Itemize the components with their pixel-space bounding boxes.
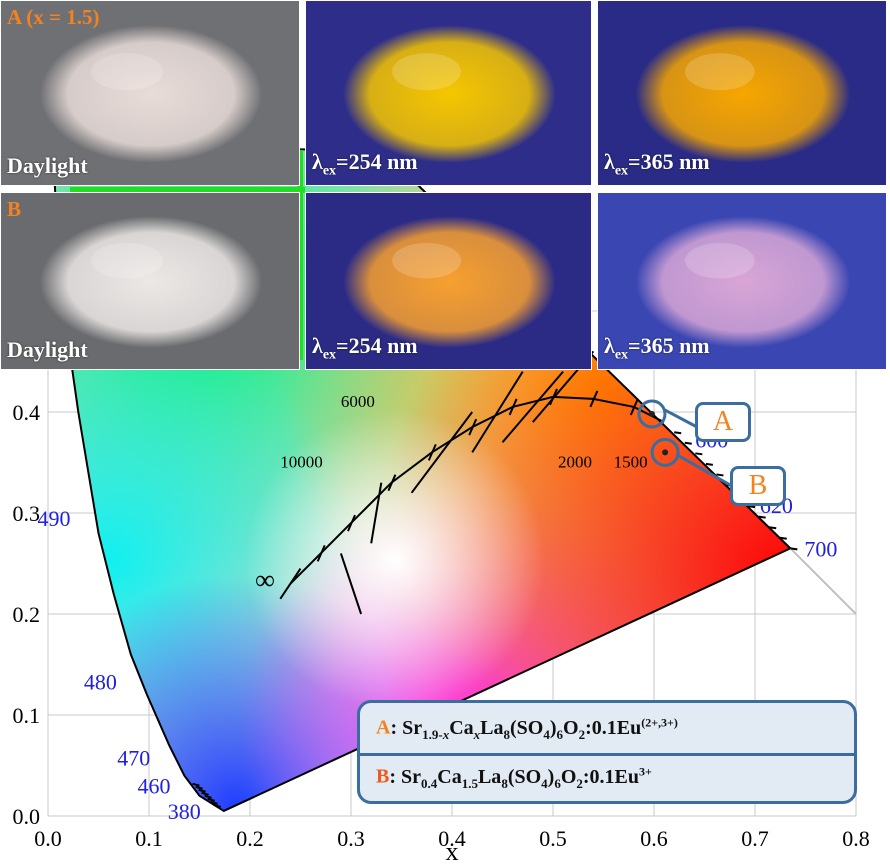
planckian-tick [468, 418, 478, 436]
photo-condition-label: λex=254 nm [312, 148, 418, 178]
locus-tick [790, 547, 798, 551]
legend-box: A: Sr1.9-xCaxLa8(SO4)6O2:0.1Eu(2+,3+) B:… [357, 700, 857, 804]
planckian-tick [629, 398, 639, 416]
photo-condition-label: λex=365 nm [604, 148, 710, 178]
planckian-tick [316, 544, 326, 562]
locus-tick [779, 536, 787, 540]
photo-A-365: λex=365 nm [597, 0, 887, 186]
locus-tick [695, 452, 703, 456]
locus-tick [747, 505, 756, 509]
planckian-tick [387, 474, 397, 492]
data-point-A [648, 411, 655, 418]
locus-tick [213, 803, 221, 808]
isotherm-line [339, 553, 363, 615]
legend-key-a: A [376, 716, 391, 739]
y-tick-label: 0.1 [13, 703, 41, 728]
callout-a-label: A [712, 406, 734, 437]
x-tick-label: 0.1 [135, 826, 163, 851]
photo-condition-label: Daylight [7, 153, 88, 178]
x-tick-label: 0.3 [337, 826, 365, 851]
locus-label-490: 490 [37, 506, 70, 531]
x-tick-label: 0.5 [539, 826, 567, 851]
planckian-tick [549, 388, 558, 406]
locus-tick [195, 785, 203, 790]
locus-label-460: 460 [137, 774, 170, 799]
photo-A-254: λex=254 nm [305, 0, 592, 186]
locus-tick [204, 794, 212, 799]
legend-separator [360, 753, 854, 756]
planckian-tick [508, 398, 518, 416]
planckian-tick [427, 443, 437, 461]
x-tick-label: 0.6 [640, 826, 668, 851]
sample-tag: A (x = 1.5) [7, 5, 100, 29]
boundary-extension [789, 547, 857, 615]
cct-label: 1500 [614, 453, 648, 472]
cct-label: 2000 [558, 453, 592, 472]
data-point-B [662, 449, 669, 456]
x-tick-label: 0.7 [741, 826, 769, 851]
callout-b-label: B [748, 470, 768, 501]
legend-row-b: B: Sr0.4Ca1.5La8(SO4)6O2:0.1Eu3+ [376, 764, 652, 791]
x-tick-label: 0.2 [236, 826, 264, 851]
locus-tick [769, 526, 777, 530]
photo-condition-label: λex=365 nm [604, 332, 710, 362]
sample-tag: B [7, 197, 22, 221]
powder-pile-image [40, 25, 262, 163]
locus-tick [201, 791, 209, 796]
locus-tick [705, 462, 714, 466]
callout-a: A [695, 402, 751, 442]
x-tick-label: 0.8 [842, 826, 870, 851]
planckian-tick [589, 390, 599, 408]
locus-label-480: 480 [84, 670, 117, 695]
cct-label: ∞ [255, 565, 275, 596]
point-ring-A [637, 399, 667, 429]
photo-B-365: λex=365 nm [597, 192, 887, 370]
planckian-tick [347, 514, 356, 532]
locus-tick [210, 800, 218, 805]
powder-pile-image [40, 216, 262, 348]
infinity-tick [279, 567, 302, 600]
photo-B-254: λex=254 nm [305, 192, 592, 370]
cct-label: 10000 [280, 453, 323, 472]
cct-label: 6000 [341, 392, 375, 411]
callout-b: B [730, 466, 786, 506]
callout-a-connector [664, 408, 698, 429]
powder-pile-image [635, 25, 851, 163]
y-tick-label: 0.3 [13, 501, 41, 526]
legend-row-a: A: Sr1.9-xCaxLa8(SO4)6O2:0.1Eu(2+,3+) [376, 715, 678, 742]
isotherm-line [410, 411, 474, 494]
locus-tick [198, 788, 206, 793]
locus-tick [207, 797, 215, 802]
locus-label-470: 470 [117, 745, 150, 770]
powder-pile-image [343, 25, 556, 163]
powder-pile-image [635, 216, 851, 348]
x-tick-label: 0.4 [438, 826, 466, 851]
locus-tick [758, 515, 766, 519]
powder-pile-image [343, 216, 556, 348]
y-tick-label: 0.0 [13, 804, 41, 829]
y-tick-label: 0.4 [13, 400, 41, 425]
isotherm-line [370, 482, 383, 544]
locus-tick [684, 441, 692, 445]
callout-b-connector [677, 454, 733, 488]
photo-A-day: A (x = 1.5) Daylight [0, 0, 300, 186]
photo-B-day: B Daylight [0, 192, 300, 370]
y-tick-label: 0.2 [13, 602, 41, 627]
photo-condition-label: λex=254 nm [312, 332, 418, 362]
locus-tick [192, 782, 200, 787]
locus-label-700: 700 [804, 536, 837, 561]
point-ring-B [650, 437, 680, 467]
legend-key-b: B [376, 765, 390, 788]
locus-tick [674, 431, 682, 435]
locus-tick [716, 473, 724, 477]
x-tick-label: 0.0 [34, 826, 62, 851]
x-axis-label: x [446, 837, 459, 866]
isotherm-line [471, 371, 524, 453]
isotherm-line [501, 370, 564, 443]
photo-condition-label: Daylight [7, 337, 88, 362]
locus-label-380: 380 [168, 799, 201, 824]
